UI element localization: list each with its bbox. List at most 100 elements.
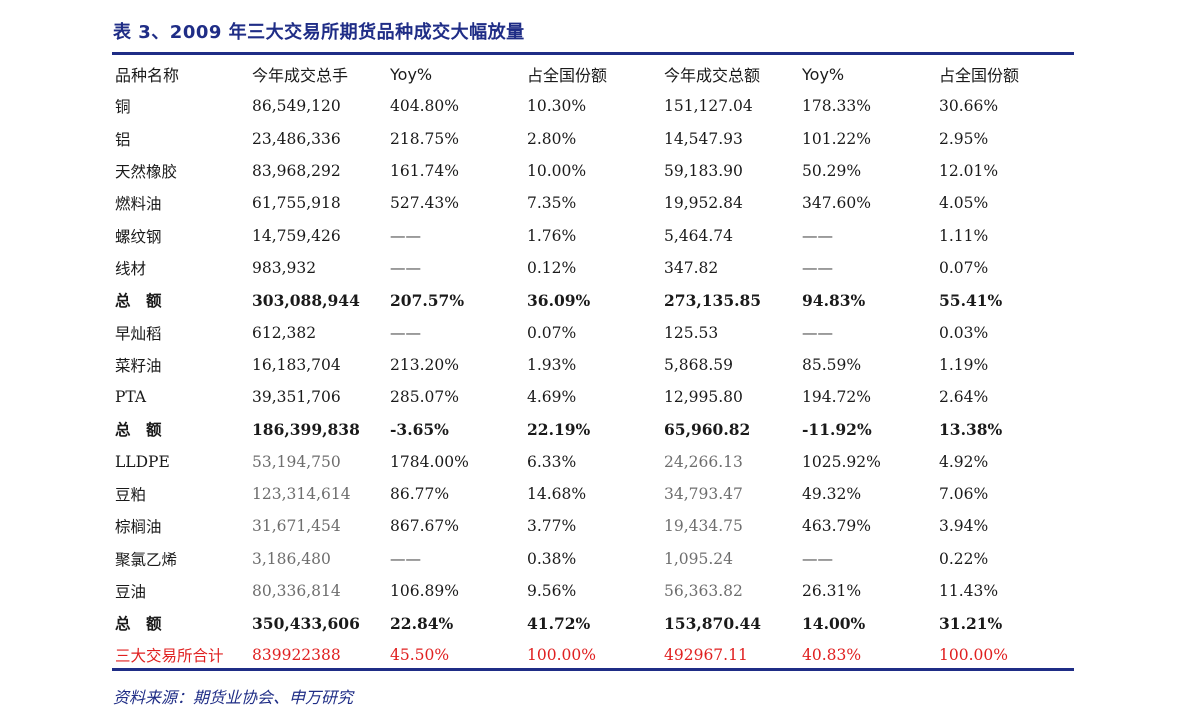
product-name-cell: 豆粕 — [115, 486, 147, 504]
header-cell: Yoy% — [390, 64, 433, 84]
value-cell: 0.03% — [939, 323, 989, 342]
value-cell: 1.93% — [527, 355, 577, 374]
value-cell: 4.05% — [939, 194, 989, 213]
value-cell: 218.75% — [390, 129, 459, 148]
value-cell: 867.67% — [390, 517, 459, 536]
value-cell: 23,486,336 — [252, 129, 341, 148]
value-cell: 7.35% — [527, 194, 577, 213]
bottom-rule — [112, 668, 1074, 671]
value-cell: 1025.92% — [802, 452, 881, 471]
value-cell: 100.00% — [527, 646, 596, 665]
header-cell: 品种名称 — [115, 66, 180, 86]
value-cell: 53,194,750 — [252, 452, 341, 471]
value-cell: 22.84% — [390, 613, 454, 633]
product-name-cell: 早灿稻 — [115, 324, 162, 343]
value-cell: 404.80% — [390, 97, 459, 116]
value-cell: 7.06% — [939, 485, 989, 503]
product-name-cell: 铜 — [115, 98, 131, 117]
value-cell: 839922388 — [252, 646, 341, 665]
value-cell: 3.77% — [527, 517, 577, 536]
product-name-cell: 棕榈油 — [115, 518, 162, 537]
table-row: 豆粕 123,314,614 86.77% 14.68% 34,793.47 49.32%… — [112, 478, 1074, 510]
value-cell: —— — [390, 258, 421, 277]
value-cell: 100.00% — [939, 646, 1008, 665]
value-cell: —— — [390, 323, 421, 342]
value-cell: 0.07% — [939, 258, 989, 277]
value-cell: —— — [390, 549, 421, 568]
value-cell: 31,671,454 — [252, 517, 341, 536]
value-cell: 10.30% — [527, 97, 587, 116]
value-cell: 983,932 — [252, 258, 317, 277]
value-cell: 151,127.04 — [664, 97, 753, 116]
value-cell: 5,464.74 — [664, 226, 734, 245]
value-cell: 463.79% — [802, 517, 871, 536]
value-cell: 26.31% — [802, 581, 862, 600]
value-cell: 178.33% — [802, 97, 871, 116]
product-name-cell: 菜籽油 — [115, 356, 162, 375]
table-row: 棕榈油 31,671,454 867.67% 3.77% 19,434.75 463.79… — [112, 510, 1074, 542]
value-cell: 2.80% — [527, 129, 577, 148]
value-cell: —— — [802, 549, 833, 568]
value-cell: 36.09% — [527, 290, 591, 310]
table-row: 早灿稻 612,382 —— 0.07% 125.53 —— 0.03% — [112, 316, 1074, 348]
value-cell: 19,434.75 — [664, 517, 743, 536]
value-cell: 94.83% — [802, 290, 866, 310]
table-row: LLDPE 53,194,750 1784.00% 6.33% 24,266.13 102… — [112, 446, 1074, 478]
header-cell: Yoy% — [802, 64, 845, 84]
value-cell: 492967.11 — [664, 646, 748, 665]
value-cell: 194.72% — [802, 388, 871, 407]
header-cell: 今年成交总手 — [252, 66, 349, 86]
value-cell: 101.22% — [802, 129, 871, 148]
value-cell: 161.74% — [390, 162, 459, 181]
value-cell: 13.38% — [939, 419, 1003, 439]
product-name-cell: 铝 — [115, 130, 131, 149]
value-cell: 0.07% — [527, 323, 577, 342]
value-cell: 0.12% — [527, 258, 577, 277]
value-cell: 5,868.59 — [664, 355, 734, 374]
value-cell: 0.38% — [527, 549, 577, 568]
value-cell: —— — [802, 323, 833, 342]
table-row: 螺纹钢 14,759,426 —— 1.76% 5,464.74 —— 1.11% — [112, 219, 1074, 251]
subtotal-row: 总 额 303,088,944 207.57% 36.09% 273,135.85 94.… — [112, 284, 1074, 316]
value-cell: 153,870.44 — [664, 613, 762, 633]
source-note: 资料来源：期货业协会、申万研究 — [113, 688, 354, 707]
product-name-cell: 燃料油 — [115, 195, 162, 214]
value-cell: 2.95% — [939, 129, 989, 148]
subtotal-row: 总 额 350,433,606 22.84% 41.72% 153,870.44 14.0… — [112, 607, 1074, 639]
top-rule — [112, 52, 1074, 55]
table-row: 燃料油 61,755,918 527.43% 7.35% 19,952.84 347.60… — [112, 187, 1074, 219]
value-cell: 80,336,814 — [252, 581, 341, 600]
product-name-cell: LLDPE — [115, 452, 170, 471]
table-row: 天然橡胶 83,968,292 161.74% 10.00% 59,183.90 50.2… — [112, 155, 1074, 187]
value-cell: 19,952.84 — [664, 194, 743, 213]
product-name-cell: 螺纹钢 — [115, 227, 162, 246]
value-cell: 347.60% — [802, 194, 871, 213]
header-cell: 占全国份额 — [527, 66, 608, 86]
value-cell: —— — [802, 226, 833, 245]
value-cell: 4.69% — [527, 388, 577, 407]
value-cell: 3.94% — [939, 517, 989, 536]
value-cell: 106.89% — [390, 581, 459, 600]
product-name-cell: 聚氯乙烯 — [115, 550, 178, 569]
value-cell: 34,793.47 — [664, 485, 743, 503]
product-name-cell: 三大交易所合计 — [115, 647, 224, 666]
value-cell: 24,266.13 — [664, 452, 743, 471]
value-cell: 12.01% — [939, 162, 999, 181]
table-row: 线材 983,932 —— 0.12% 347.82 —— 0.07% — [112, 252, 1074, 284]
value-cell: 285.07% — [390, 388, 459, 407]
value-cell: 186,399,838 — [252, 419, 360, 439]
value-cell: 347.82 — [664, 258, 719, 277]
value-cell: 30.66% — [939, 97, 999, 116]
value-cell: 213.20% — [390, 355, 459, 374]
value-cell: 31.21% — [939, 613, 1003, 633]
product-name-cell: 总 额 — [115, 420, 162, 440]
value-cell: -3.65% — [390, 419, 449, 439]
value-cell: 40.83% — [802, 646, 862, 665]
value-cell: 1.19% — [939, 355, 989, 374]
product-name-cell: 线材 — [115, 259, 147, 278]
table-row: 豆油 80,336,814 106.89% 9.56% 56,363.82 26.31% 1… — [112, 575, 1074, 607]
value-cell: 14,759,426 — [252, 226, 341, 245]
table-row: 铝 23,486,336 218.75% 2.80% 14,547.93 101.22% 2… — [112, 123, 1074, 155]
value-cell: 86,549,120 — [252, 97, 341, 116]
value-cell: 85.59% — [802, 355, 862, 374]
